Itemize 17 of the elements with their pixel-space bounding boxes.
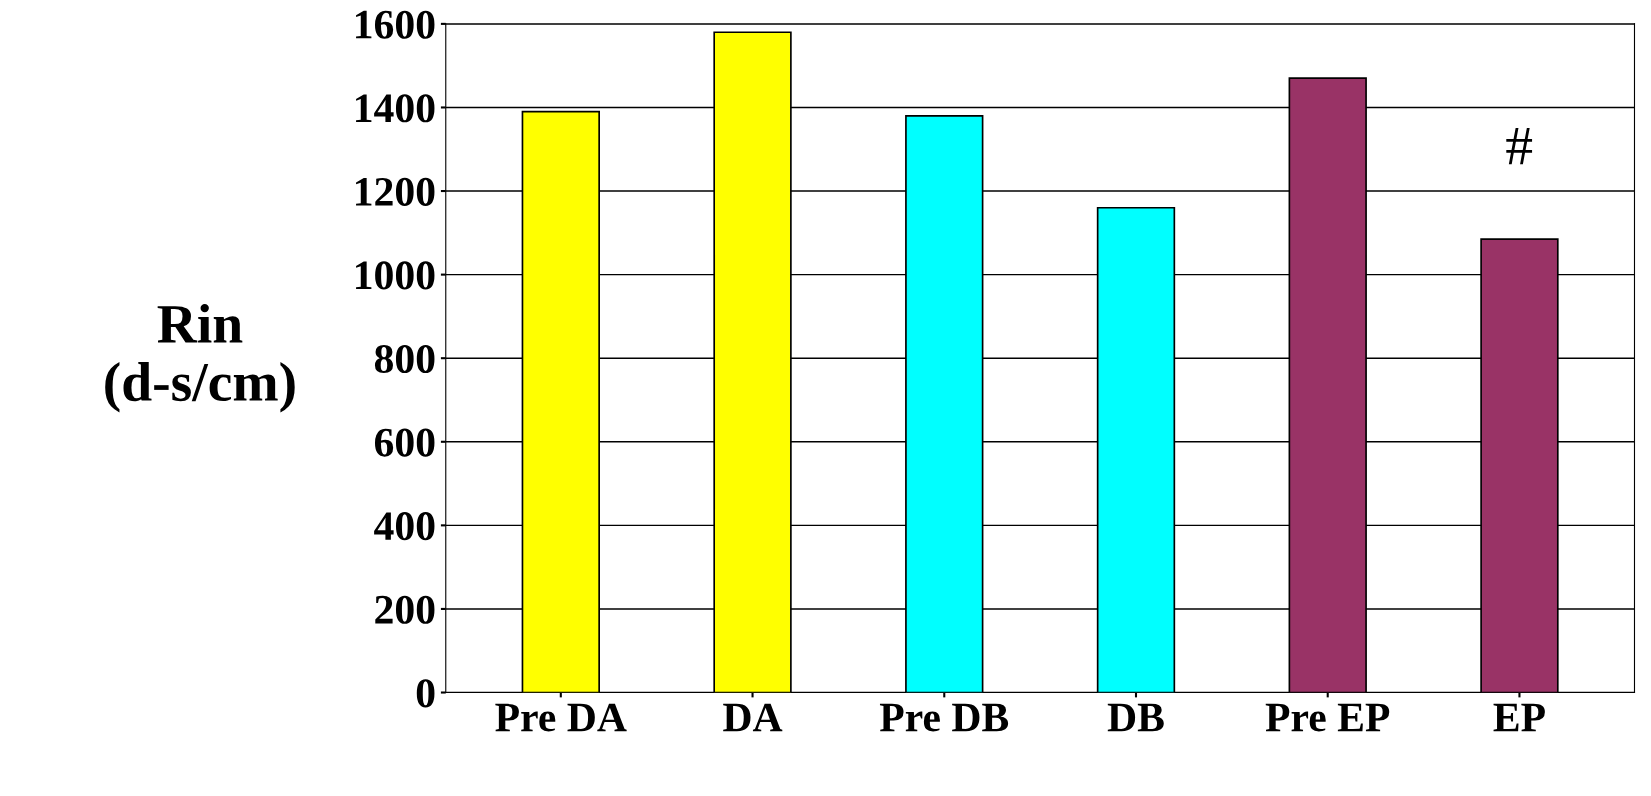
y-tick-label: 0 <box>416 679 435 708</box>
y-tick-label: 1400 <box>356 94 435 123</box>
x-tick-label: DA <box>723 703 783 732</box>
y-tick-label: 200 <box>375 595 435 624</box>
y-tick-label: 1600 <box>356 10 435 39</box>
y-axis-title: Rin (d-s/cm) <box>105 303 295 413</box>
y-tick-label: 1200 <box>356 177 435 206</box>
y-tick-label: 600 <box>374 428 435 457</box>
x-tick-label: Pre EP <box>1265 703 1390 732</box>
x-tick-label: Pre DB <box>879 703 1009 732</box>
x-tick-label: Pre DA <box>495 703 627 732</box>
annotation: # <box>1506 127 1533 165</box>
x-tick-label: EP <box>1493 703 1545 732</box>
y-tick-label: 1000 <box>356 261 435 290</box>
x-tick-label: DB <box>1107 703 1164 732</box>
y-tick-label: 400 <box>374 512 435 541</box>
y-tick-label: 800 <box>374 344 435 374</box>
